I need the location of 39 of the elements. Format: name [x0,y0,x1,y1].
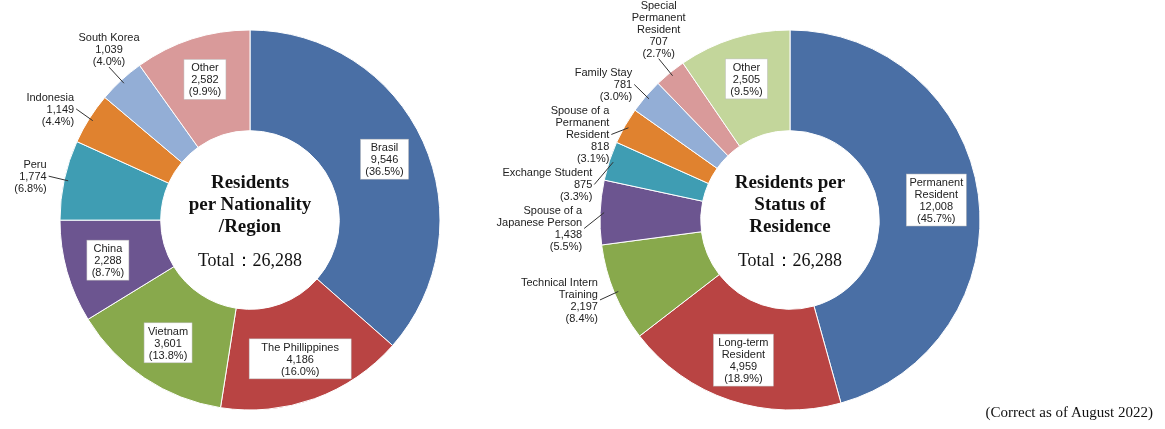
slice-label: Permanent Resident [909,176,964,201]
data-label: 818 (3.1%) [576,140,610,165]
data-label: 3,601 (13.8%) [148,336,188,361]
data-label: 4,959 (18.9%) [724,360,763,385]
data-label: 2,288 (8.7%) [91,254,125,279]
data-label: 1,438 (5.5%) [549,228,583,253]
data-label: 1,149 (4.4%) [41,102,75,127]
slice-label: Special Permanent Resident [631,0,686,35]
slice-label: South Korea [78,31,141,44]
data-label: 2,197 (8.4%) [565,299,598,324]
slice-label: Vietnam [147,324,189,337]
slice-label: Other [732,60,761,73]
data-label: 4,186 (16.0%) [280,352,320,377]
data-label: 1,039 (4.0%) [92,43,126,68]
data-label: 12,008 (45.7%) [917,200,956,225]
slice-label: Family Stay [574,66,633,79]
data-label: 707 (2.7%) [642,34,675,59]
slice-label: Other [191,61,220,74]
text: Residents per Status of Residence [734,171,846,236]
text: Residents per Nationality /Region [188,171,312,236]
slice-label: Technical Intern Training [520,275,598,300]
data-label: 875 (3.3%) [559,178,593,203]
text: (Correct as of August 2022) [985,404,1153,421]
slice-label: Long-term Resident [718,336,769,361]
data-label: 1,774 (6.8%) [14,170,47,195]
slice-label: Brasil [370,141,399,154]
data-label: 9,546 (36.5%) [365,153,404,178]
slice-label: Spouse of a Japanese Person [496,204,584,229]
slice-label: The Phillippines [261,340,340,353]
slice-label: Spouse of a Permanent Resident [550,104,611,141]
data-label: 781 (3.0%) [599,78,633,103]
data-label: 2,505 (9.5%) [730,72,763,97]
slice-label: China [93,242,124,255]
slice-label: Indonesia [26,90,76,103]
slice-label: Peru [23,158,47,171]
data-label: 2,582 (9.9%) [188,73,222,98]
text: Total：26,288 [737,250,843,270]
slice-label: Exchange Student [502,166,593,179]
text: Total：26,288 [197,250,303,270]
